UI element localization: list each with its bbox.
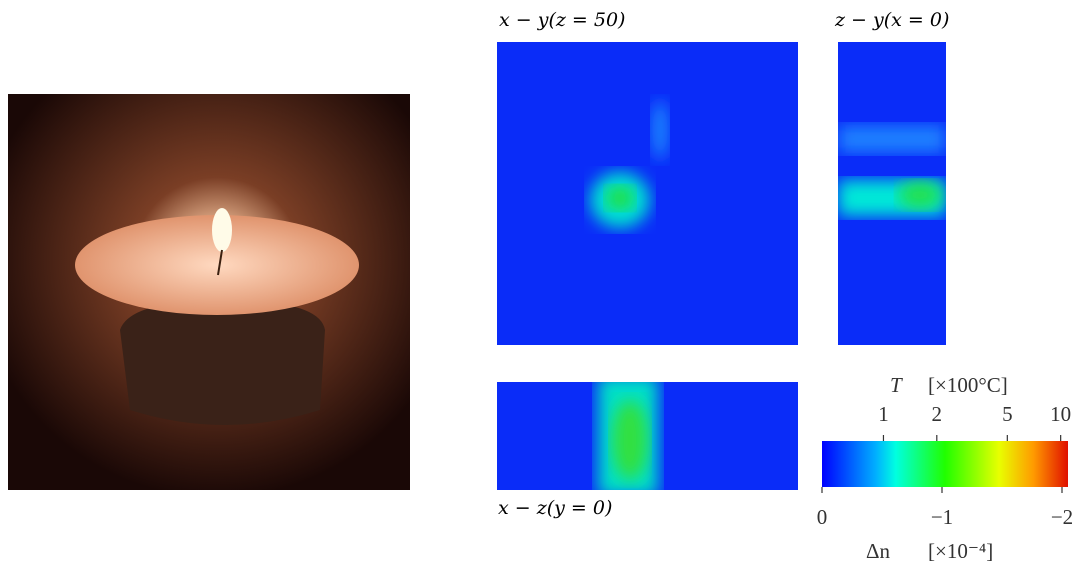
tick-label: 5 xyxy=(1002,402,1013,426)
colorbar xyxy=(822,441,1068,487)
panel-label: x − z(y = 0) xyxy=(498,497,612,519)
tick-label: 0 xyxy=(817,505,828,529)
figure: x − y(z = 50) z − y(x = 0) x − z(y = 0) … xyxy=(0,0,1076,574)
panel-label: z − y(x = 0) xyxy=(834,9,949,31)
panel-xz xyxy=(497,376,798,496)
tick-label: 2 xyxy=(932,402,943,426)
candle-photo xyxy=(8,94,410,490)
colorbar-unit: [×10⁻⁴] xyxy=(928,539,993,563)
tick-label: 1 xyxy=(878,402,889,426)
tick-label: −1 xyxy=(931,505,953,529)
colorbar-symbol: T xyxy=(890,373,903,397)
panel-label: x − y(z = 50) xyxy=(499,9,625,31)
tick-label: 10 xyxy=(1050,402,1071,426)
tick-label: −2 xyxy=(1051,505,1073,529)
panel-zy xyxy=(838,42,946,345)
panel-xy xyxy=(497,42,798,345)
colorbar-symbol: Δn xyxy=(866,539,891,563)
colorbar-unit: [×100°C] xyxy=(928,373,1008,397)
